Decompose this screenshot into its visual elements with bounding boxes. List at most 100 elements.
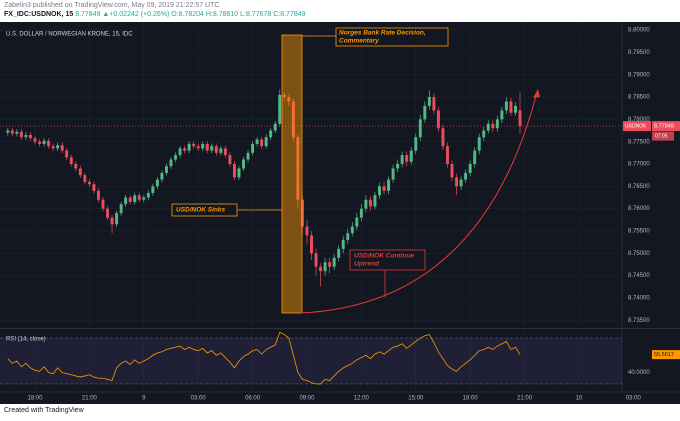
candle-body — [15, 131, 19, 134]
candle-body — [282, 94, 286, 98]
candle-body — [151, 186, 155, 194]
countdown-tag — [652, 131, 674, 141]
published-line: Zabelin3 published on TradingView.com, M… — [4, 2, 220, 9]
candle-body — [19, 131, 23, 138]
candle-body — [409, 150, 413, 162]
candle-body — [468, 164, 472, 173]
candle-body — [518, 110, 522, 127]
x-tick-label: 9 — [142, 396, 146, 402]
candle-body — [400, 155, 404, 165]
marks — [0, 89, 622, 385]
y-tick-label: 8.79000 — [628, 72, 650, 78]
x-tick-label: 18:00 — [27, 396, 43, 402]
candle-body — [251, 143, 255, 153]
candle-body — [337, 248, 341, 258]
candle-body — [473, 150, 477, 165]
candle-body — [214, 146, 218, 153]
countdown-text: 07:05 — [655, 133, 668, 139]
candle-body — [355, 217, 359, 227]
candle-body — [110, 217, 114, 225]
candle-body — [396, 164, 400, 169]
candle-body — [459, 179, 463, 187]
x-tick-label: 12:00 — [354, 396, 370, 402]
candle-body — [237, 168, 241, 178]
x-tick-label: 03:00 — [191, 396, 207, 402]
candle-body — [78, 168, 82, 176]
y-tick-label: 8.79500 — [628, 50, 650, 56]
candle-body — [391, 168, 395, 180]
y-tick-label: 8.76000 — [628, 206, 650, 212]
price-tag — [652, 121, 680, 132]
candle-body — [255, 139, 259, 144]
candle-body — [341, 239, 345, 249]
candle-body — [446, 146, 449, 165]
rsi-tick-label: 40.0000 — [628, 370, 650, 376]
candle-body — [232, 164, 236, 178]
candle-body — [65, 150, 69, 158]
symbol-tag — [623, 121, 651, 132]
candle-body — [196, 146, 200, 149]
rsi-line — [7, 331, 521, 385]
callout-box — [171, 203, 238, 217]
x-tick-label: 03:00 — [626, 396, 642, 402]
candle-body — [278, 94, 282, 124]
candle-body — [137, 195, 141, 200]
candle-body — [436, 110, 440, 129]
candle-body — [47, 140, 51, 147]
candle-body — [364, 199, 368, 209]
rsi-band — [0, 338, 622, 384]
candle-body — [96, 190, 100, 200]
y-tick-label: 8.78000 — [628, 117, 650, 123]
candle-body — [201, 143, 205, 149]
candle-body — [382, 186, 386, 191]
rsi-tag-text: 55.5617 — [654, 352, 674, 358]
x-tick-label: 06:00 — [245, 396, 261, 402]
candle-body — [418, 119, 422, 138]
candle-body — [187, 143, 191, 151]
candle-body — [106, 208, 109, 218]
candle-body — [269, 130, 273, 138]
candle-body — [482, 130, 486, 138]
y-tick-label: 8.80000 — [628, 28, 650, 34]
candle-body — [56, 145, 60, 149]
candle-body — [464, 172, 468, 180]
candle-body — [378, 186, 381, 196]
grid: 8.73500 8.74000 8.74500 8.75000 8.75500 8.760… — [0, 22, 650, 402]
candle-body — [60, 145, 64, 151]
candle-body — [101, 199, 105, 209]
candle-body — [305, 226, 309, 236]
symbol-tag-text: USDNOK — [625, 123, 647, 129]
candle-body — [310, 235, 313, 254]
candle-body — [432, 97, 436, 111]
candle-body — [210, 146, 214, 151]
candle-body — [291, 101, 295, 138]
callout-box — [335, 27, 449, 47]
annotation-text: Norges Bank Rate Decision, — [339, 30, 426, 37]
candle-body — [178, 148, 182, 156]
y-tick-label: 8.74500 — [628, 273, 650, 279]
candle-body — [350, 226, 354, 234]
candle-body — [128, 197, 132, 202]
candle-body — [314, 253, 318, 267]
candle-body — [477, 137, 481, 151]
x-tick-label: 21:00 — [517, 396, 533, 402]
candle-body — [246, 152, 250, 160]
candle-body — [414, 137, 418, 151]
annotation-text: USD/NOK Sinks — [176, 207, 226, 214]
candle-body — [427, 97, 431, 106]
trend-arrow — [299, 95, 537, 314]
candle-body — [500, 110, 504, 120]
candle-body — [33, 138, 37, 142]
candle-body — [124, 197, 128, 205]
candle-body — [164, 166, 168, 173]
arrow-head — [533, 89, 540, 98]
x-tick-label: 21:00 — [82, 396, 98, 402]
candle-body — [260, 139, 264, 147]
candle-body — [6, 130, 10, 133]
y-tick-label: 8.75500 — [628, 229, 650, 235]
candle-body — [495, 119, 499, 129]
candle-body — [119, 204, 123, 214]
candle-body — [74, 164, 78, 169]
candle-body — [42, 140, 46, 144]
